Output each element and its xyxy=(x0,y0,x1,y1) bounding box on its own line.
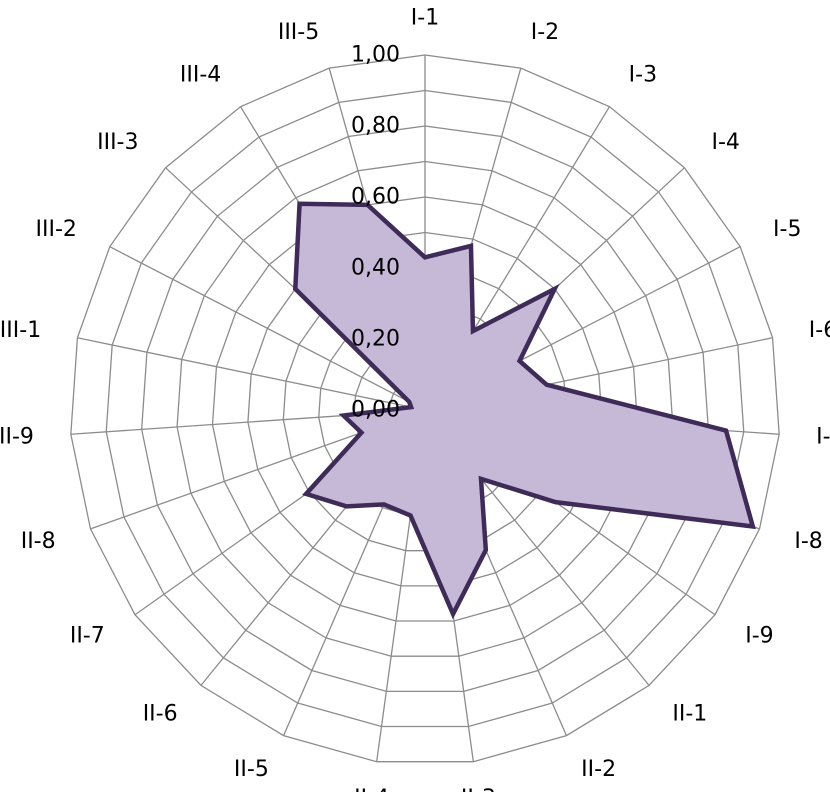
grid-ring-8 xyxy=(141,125,709,692)
category-label-II-5: II-5 xyxy=(234,757,269,782)
category-label-I-6: I-6 xyxy=(809,318,830,343)
tick-label: 0,40 xyxy=(351,256,400,281)
category-label-III-4: III-4 xyxy=(180,63,221,88)
category-label-III-5: III-5 xyxy=(278,20,319,45)
category-label-III-1: III-1 xyxy=(0,318,41,343)
series-area-0 xyxy=(292,201,756,620)
category-label-II-9: II-9 xyxy=(0,424,34,449)
tick-label: 1,00 xyxy=(351,43,400,68)
tick-label: 0,80 xyxy=(351,114,400,139)
spoke-III-2 xyxy=(109,246,426,411)
tick-label: 0,00 xyxy=(351,398,400,423)
category-label-II-8: II-8 xyxy=(21,529,56,554)
category-label-III-3: III-3 xyxy=(97,130,138,155)
category-label-III-2: III-2 xyxy=(36,217,77,242)
spoke-III-1 xyxy=(77,337,426,411)
category-label-II-3: II-3 xyxy=(461,786,496,792)
category-label-II-4: II-4 xyxy=(354,786,389,792)
category-label-I-1: I-1 xyxy=(411,6,439,31)
category-label-I-9: I-9 xyxy=(745,624,773,649)
category-label-I-2: I-2 xyxy=(531,20,559,45)
grid-ring-5 xyxy=(247,231,603,587)
tick-label: 0,60 xyxy=(351,185,400,210)
category-label-I-4: I-4 xyxy=(711,130,739,155)
category-label-II-6: II-6 xyxy=(143,702,178,727)
grid-ring-6 xyxy=(211,196,639,622)
category-label-I-7: I-7 xyxy=(816,424,830,449)
category-label-II-2: II-2 xyxy=(581,757,616,782)
category-label-I-5: I-5 xyxy=(773,217,801,242)
category-label-I-3: I-3 xyxy=(629,63,657,88)
tick-label: 0,20 xyxy=(351,327,400,352)
grid-ring-9 xyxy=(105,89,745,728)
category-label-II-7: II-7 xyxy=(70,624,105,649)
grid-ring-10 xyxy=(70,54,780,763)
data-layer xyxy=(292,201,756,620)
grid-ring-7 xyxy=(176,160,674,657)
category-label-I-8: I-8 xyxy=(794,529,822,554)
label-layer: 0,00 0,20 0,40 0,60 0,80 1,00 I-1 I-2 I-3 I-4 I-5 I… xyxy=(0,6,830,792)
category-label-II-1: II-1 xyxy=(672,702,707,727)
